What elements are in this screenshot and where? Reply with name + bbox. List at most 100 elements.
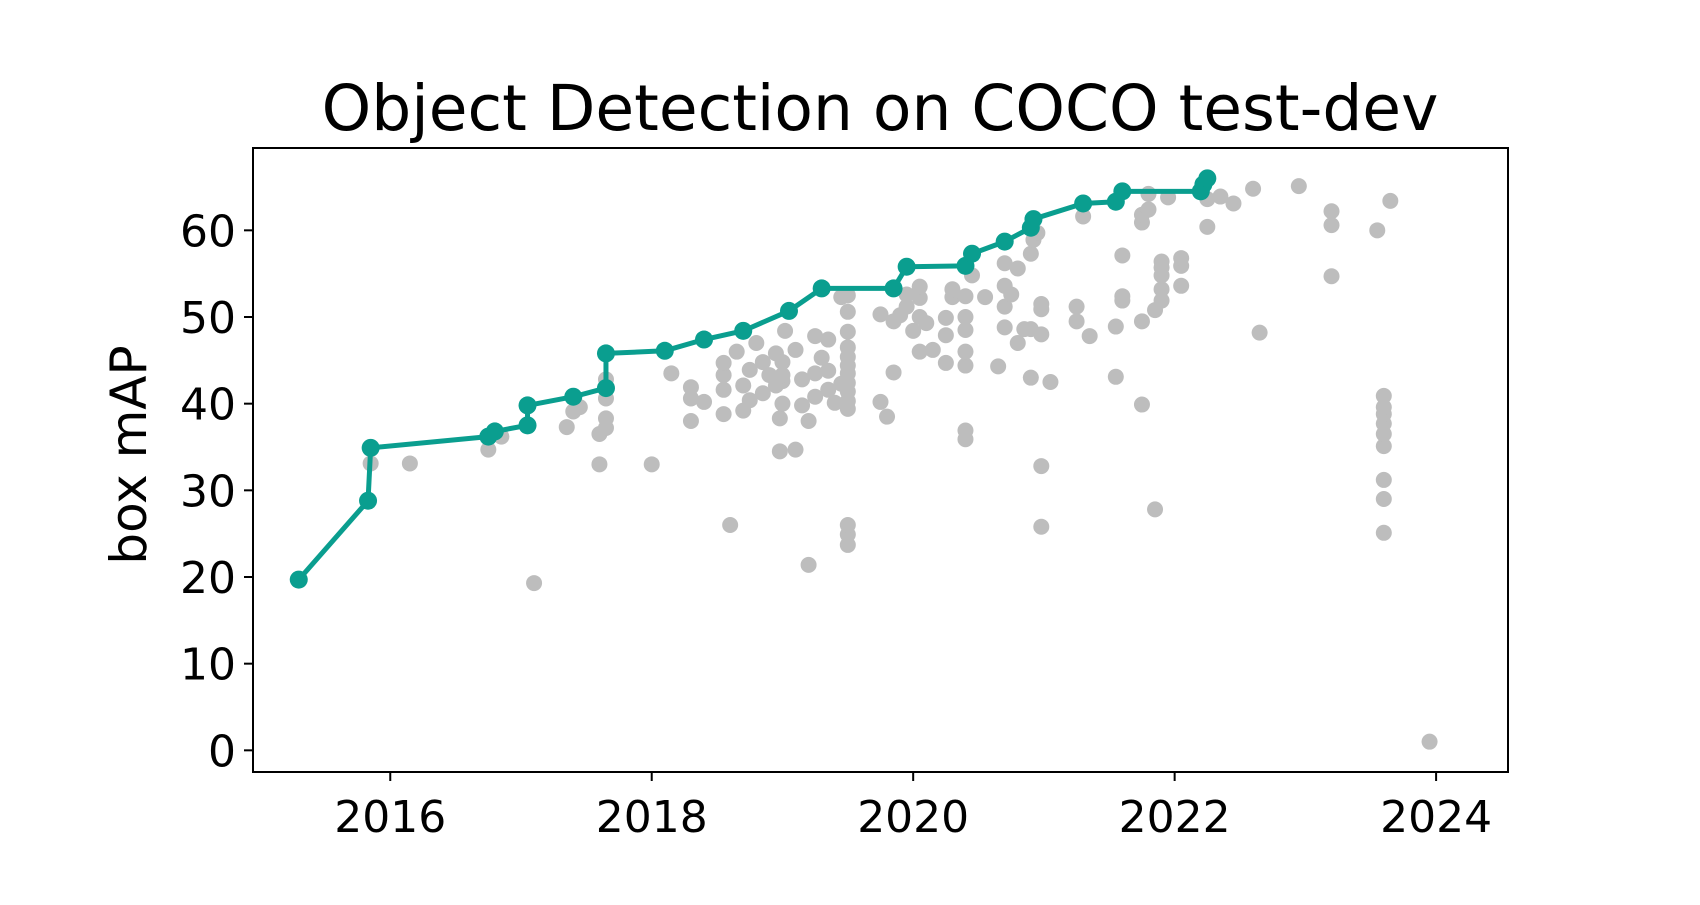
scatter-point [1140,201,1157,218]
scatter-point [911,343,928,360]
y-tick-label: 20 [180,553,236,604]
scatter-point [924,341,941,358]
scatter-point [1033,518,1050,535]
scatter-point [839,287,856,304]
scatter-point [754,354,771,371]
sota-point [995,232,1014,251]
scatter-point [990,358,1007,375]
scatter-point [820,331,837,348]
scatter-point [794,397,811,414]
sota-point [1074,194,1093,213]
scatter-point [996,255,1013,272]
scatter-point [1199,218,1216,235]
scatter-point [807,388,824,405]
scatter-point [905,322,922,339]
scatter-point [807,365,824,382]
scatter-point [1068,298,1085,315]
scatter-point [1323,217,1340,234]
scatter-point [748,335,765,351]
scatter-point [820,362,837,379]
scatter-point [1290,178,1307,195]
scatter-point [1382,192,1399,209]
y-tick-label: 30 [180,466,236,517]
scatter-point [1173,277,1190,294]
sota-point [596,379,615,398]
scatter-point [937,354,954,371]
scatter-point [1133,396,1150,413]
scatter-point [1369,222,1386,239]
scatter-point [807,328,824,345]
x-axis: 2016 2018 2020 2022 2024 [334,772,1492,843]
scatter-point [1033,458,1050,475]
scatter-point [682,379,699,396]
scatter-point [1375,399,1392,416]
scatter-point [911,289,928,306]
sota-point [361,438,380,457]
sota-point [1198,169,1217,188]
y-tick-label: 50 [180,293,236,344]
scatter-point [722,517,739,533]
sota-point [779,301,798,320]
scatter-point [957,322,974,338]
scatter-point [918,315,935,332]
sota-point [518,416,537,435]
sota-point [734,321,753,340]
scatter-point [977,289,994,306]
y-tick-label: 40 [180,380,236,431]
scatter-point [735,377,752,394]
scatter-point [1375,438,1392,455]
scatter-point [1225,195,1242,212]
scatter-point [1153,253,1170,270]
scatter-point [1033,296,1050,312]
scatter-point [1022,369,1039,386]
scatter-point [1421,733,1438,750]
scatter-point [1375,524,1392,541]
sota-point [564,387,583,406]
scatter-point [741,392,758,409]
scatter-point [715,367,732,384]
scatter-point [741,361,758,378]
scatter-point [774,395,791,412]
scatter-point [1003,286,1020,303]
scatter-point [1075,208,1092,225]
sota-point [289,570,308,589]
scatter-point [1042,374,1059,390]
scatter-point [663,365,680,382]
scatter-point [1140,185,1157,202]
x-tick-label: 2022 [1119,792,1231,843]
scatter-point [771,410,788,427]
scatter-point [526,575,543,592]
scatter-point [911,278,928,295]
sota-point [1024,210,1043,229]
scatter-point [1173,250,1190,267]
scatter-point [1068,313,1085,330]
scatter-point [787,441,804,458]
scatter-point [754,385,771,402]
scatter-point [937,327,954,344]
sota-point [695,330,714,349]
scatter-point [1114,288,1131,305]
scatter-point [774,354,791,371]
scatter-point [996,319,1013,336]
scatter-point [787,341,804,358]
scatter-point [872,393,889,410]
y-tick-label: 10 [180,640,236,691]
plot-frame [252,147,1509,773]
scatter-point [885,364,902,381]
sota-point [812,279,831,298]
scatter-point [944,281,961,298]
scatter-point [1323,203,1340,220]
x-tick-label: 2020 [857,792,969,843]
scatter-point [937,309,954,326]
scatter-point [1009,260,1026,277]
scatter-point [898,298,915,315]
scatter-point [957,343,974,360]
scatter-point [898,286,915,303]
scatter-point [957,288,974,305]
scatter-point [872,306,889,323]
scatter-point [1375,491,1392,507]
scatter-point [715,354,732,371]
scatter-point [1107,368,1124,385]
scatter-point [1147,501,1164,518]
